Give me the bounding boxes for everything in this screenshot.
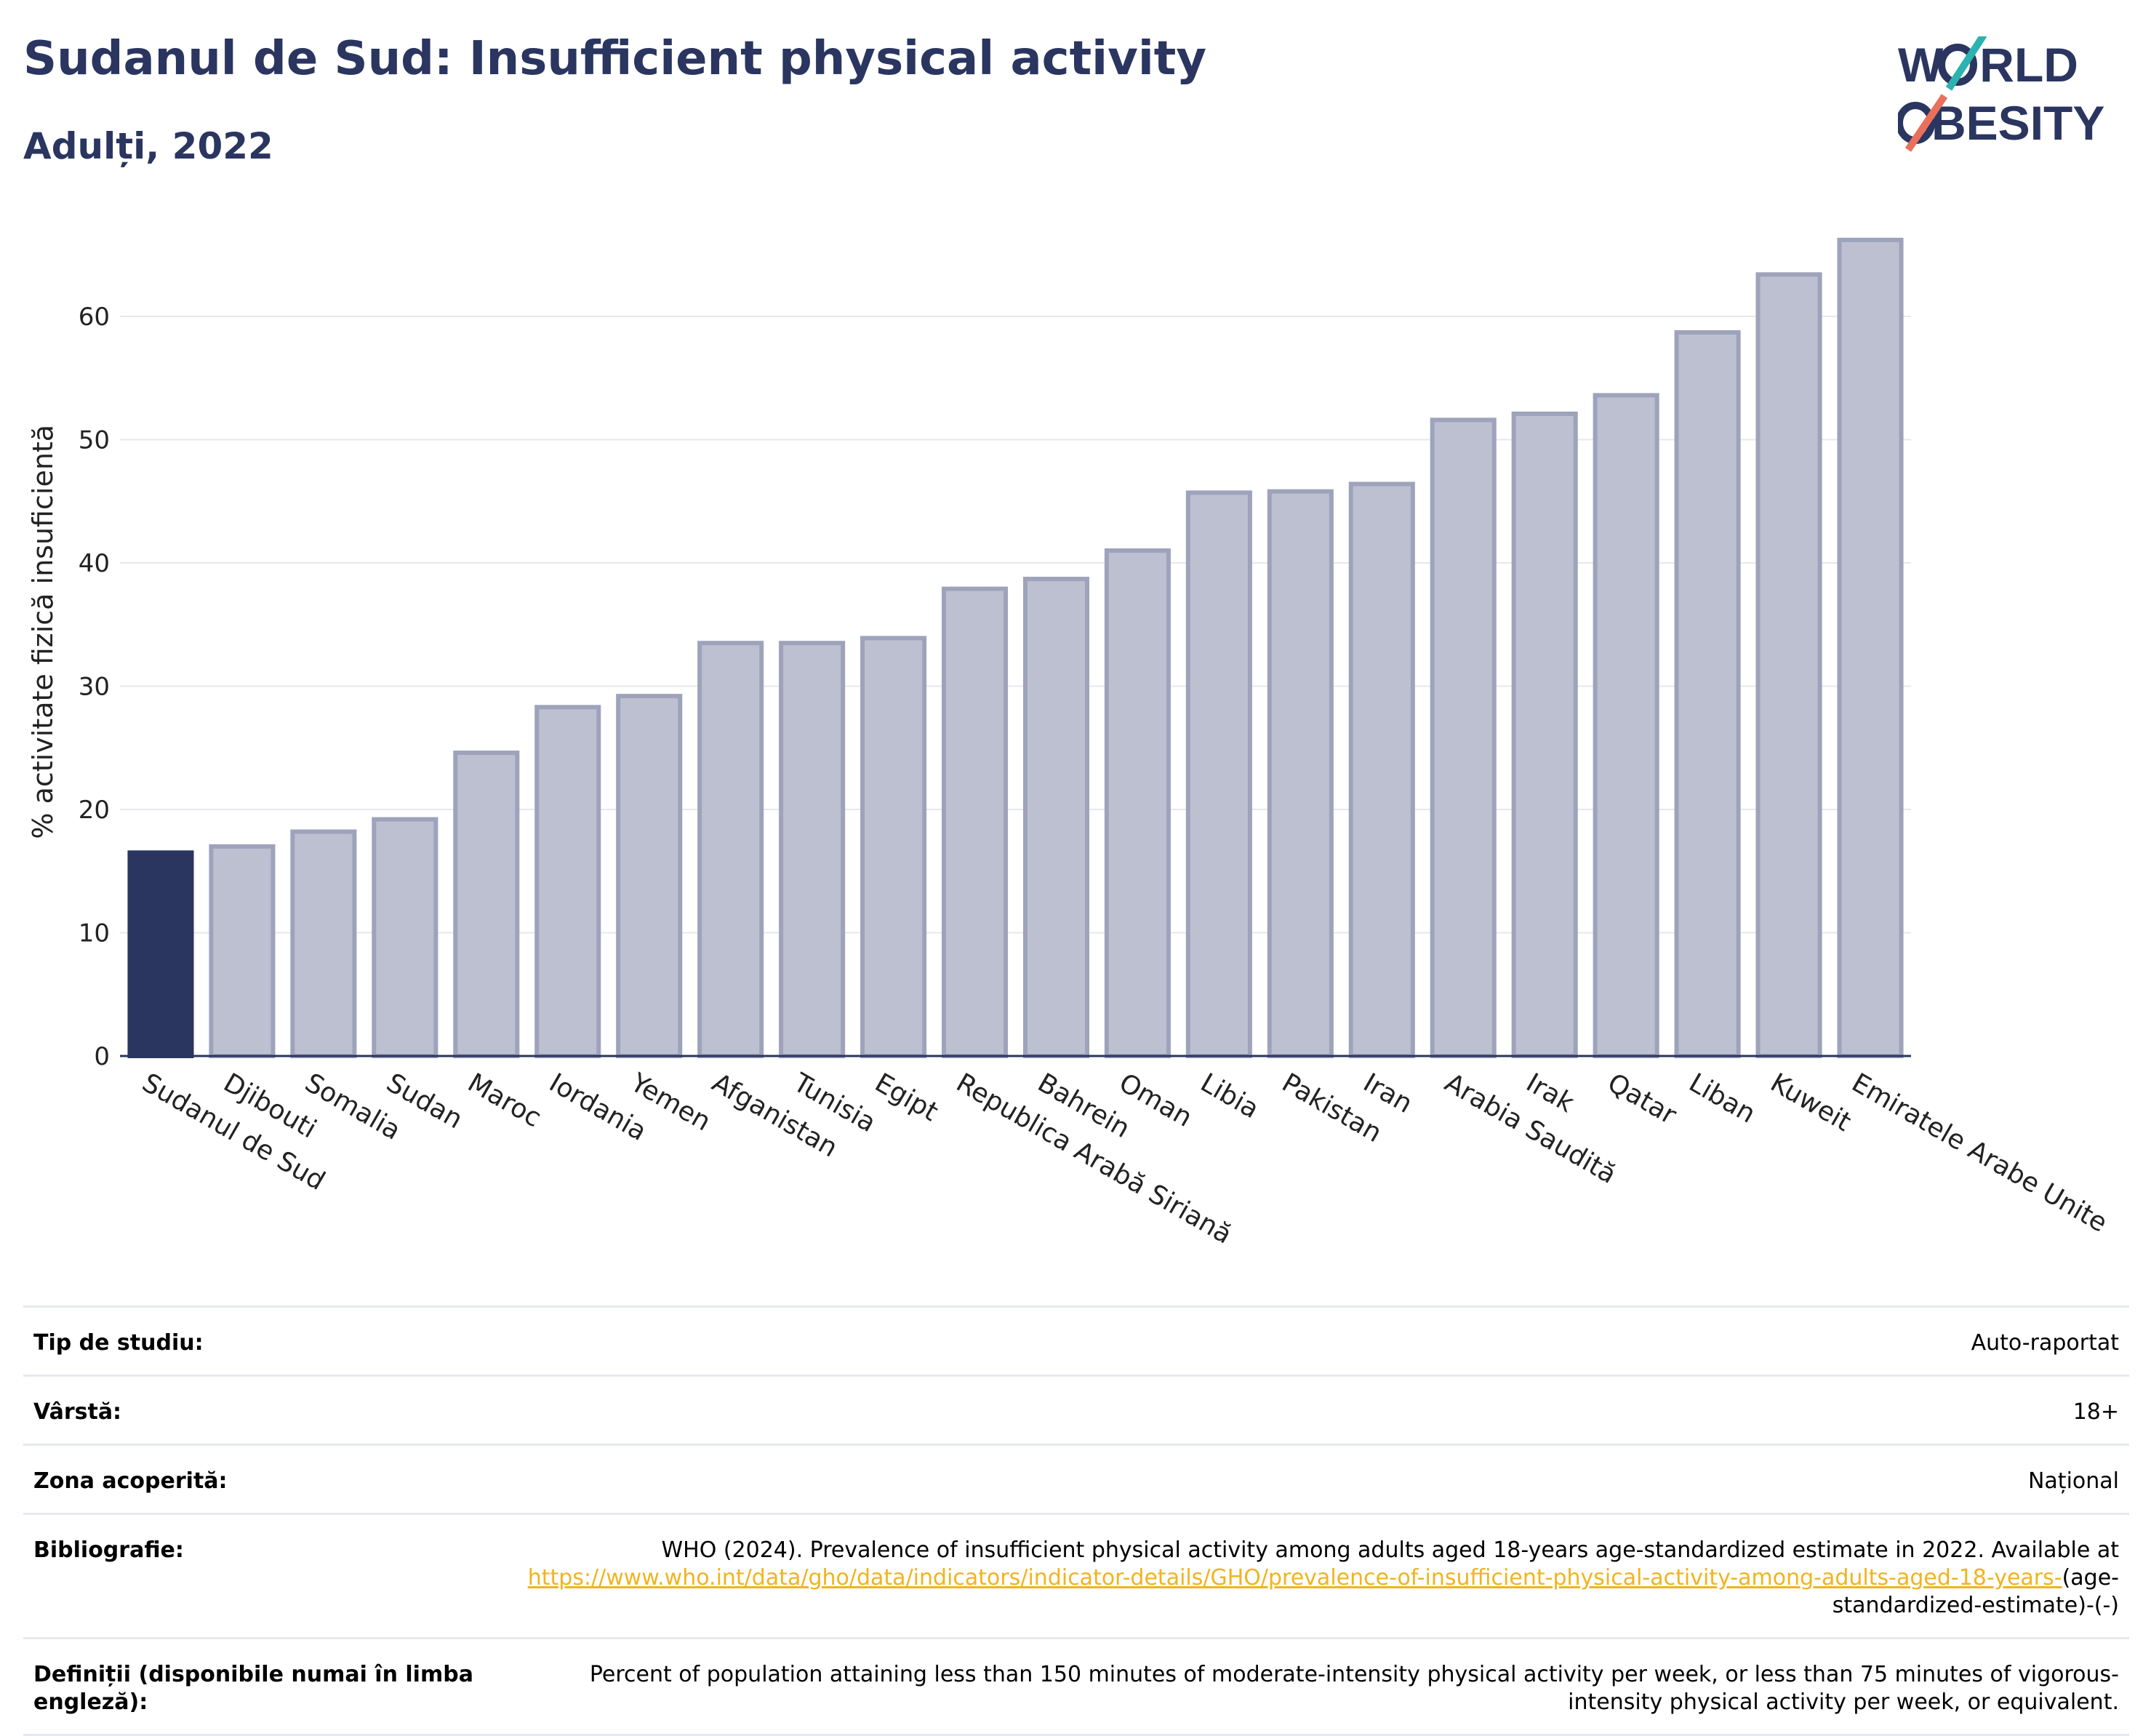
logo-text-line2: BESITY	[1931, 96, 2104, 150]
logo-slash-coral	[1904, 94, 1948, 152]
bar	[1593, 393, 1659, 1059]
detail-label: Definiții (disponibile numai în limba en…	[23, 1637, 494, 1736]
bar	[1837, 237, 1904, 1058]
y-tick-label: 20	[79, 796, 110, 825]
bar	[1185, 490, 1252, 1058]
x-tick-label: Liban	[1684, 1068, 1761, 1129]
y-axis-label: % activitate fizică insuficientă	[27, 425, 59, 839]
bar	[534, 705, 601, 1058]
page-subtitle: Adulți, 2022	[23, 125, 273, 167]
y-tick-label: 40	[79, 549, 110, 578]
page-title: Sudanul de Sud: Insufficient physical ac…	[23, 32, 1207, 86]
x-tick-label: Qatar	[1603, 1068, 1681, 1130]
detail-label: Bibliografie:	[23, 1513, 494, 1639]
detail-label: Vârstă:	[23, 1375, 494, 1445]
bibliography-text: WHO (2024). Prevalence of insufficient p…	[661, 1537, 2119, 1563]
y-tick-label: 50	[79, 426, 110, 455]
bars	[127, 237, 1904, 1059]
logo-text-line1: W RLD	[1898, 38, 2078, 92]
y-tick-label: 10	[79, 919, 110, 948]
detail-label: Tip de studiu:	[23, 1305, 494, 1376]
bar	[1022, 577, 1090, 1058]
bar	[1267, 489, 1334, 1058]
bar	[209, 844, 276, 1058]
logo-o-ring-top	[1938, 44, 1977, 86]
bar-chart: 0 10 20 30 40 50 60 Sudanul de SudDjiboutiSoma…	[27, 237, 2112, 1250]
bar	[1104, 548, 1171, 1058]
x-tick-label: Egipt	[870, 1068, 943, 1127]
bar	[453, 751, 520, 1059]
detail-row-age: Vârstă: 18+	[23, 1375, 2129, 1445]
x-tick-label: Emiratele Arabe Unite	[1847, 1068, 2112, 1238]
detail-label: Zona acoperită:	[23, 1444, 494, 1514]
detail-value: Național	[494, 1444, 2129, 1514]
bar	[290, 829, 357, 1058]
y-axis-ticks: 0 10 20 30 40 50 60	[79, 303, 110, 1071]
detail-value: Percent of population attaining less tha…	[494, 1637, 2129, 1736]
bar	[1348, 481, 1415, 1058]
bar	[127, 850, 194, 1058]
bar	[779, 641, 846, 1058]
bar	[697, 641, 764, 1058]
x-tick-label: Kuweit	[1766, 1068, 1856, 1137]
bar	[1674, 330, 1741, 1059]
x-axis-ticks: Sudanul de SudDjiboutiSomaliaSudanMarocI…	[137, 1068, 2112, 1250]
x-tick-label: Libia	[1195, 1068, 1264, 1124]
bar	[941, 586, 1009, 1058]
bar	[1430, 417, 1497, 1058]
bar	[1755, 272, 1822, 1059]
bar	[616, 694, 683, 1058]
y-tick-label: 30	[79, 673, 110, 702]
logo-slash-teal	[1945, 36, 1987, 91]
details-table: Tip de studiu: Auto-raportat Vârstă: 18+…	[23, 1305, 2129, 1736]
y-tick-label: 0	[94, 1042, 110, 1071]
detail-row-study-type: Tip de studiu: Auto-raportat	[23, 1305, 2129, 1376]
detail-row-definitions: Definiții (disponibile numai în limba en…	[23, 1637, 2129, 1736]
bar	[1511, 411, 1578, 1058]
detail-row-coverage: Zona acoperită: Național	[23, 1444, 2129, 1514]
detail-value: Auto-raportat	[494, 1305, 2129, 1376]
detail-value: WHO (2024). Prevalence of insufficient p…	[494, 1513, 2129, 1639]
detail-row-bibliography: Bibliografie: WHO (2024). Prevalence of …	[23, 1513, 2129, 1639]
world-obesity-logo: W RLD BESITY	[1898, 36, 2104, 152]
bibliography-link[interactable]: https://www.who.int/data/gho/data/indica…	[527, 1565, 2062, 1591]
y-tick-label: 60	[79, 303, 110, 332]
bar	[860, 636, 927, 1058]
detail-value: 18+	[494, 1375, 2129, 1445]
bar	[372, 817, 438, 1058]
x-tick-label: Maroc	[462, 1068, 546, 1133]
bibliography-suffix: (age-standardized-estimate)-(-)	[1832, 1565, 2119, 1618]
